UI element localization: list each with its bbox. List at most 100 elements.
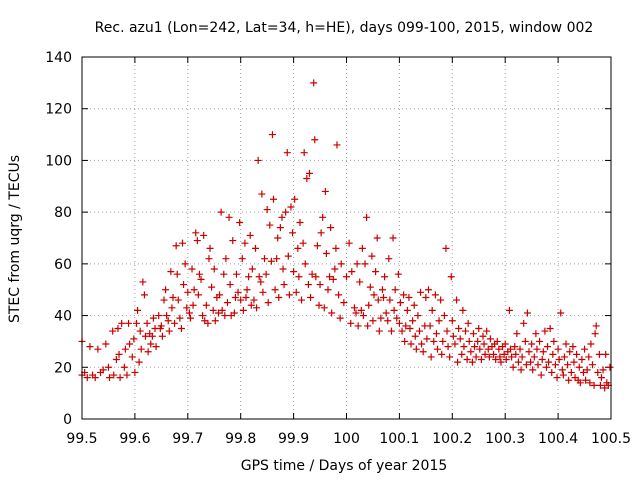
data-point <box>586 379 594 387</box>
data-point <box>83 374 91 382</box>
data-point <box>509 363 517 371</box>
data-point <box>202 301 210 309</box>
data-point <box>109 327 117 335</box>
data-point <box>259 288 267 296</box>
data-point <box>160 296 168 304</box>
data-point <box>483 327 491 335</box>
data-point <box>560 353 568 361</box>
data-point <box>403 306 411 314</box>
data-point <box>181 260 189 268</box>
y-tick-label: 0 <box>63 412 72 428</box>
data-point <box>539 348 547 356</box>
data-point <box>439 337 447 345</box>
data-point <box>490 350 498 358</box>
data-point <box>456 335 464 343</box>
data-point <box>173 270 181 278</box>
data-point <box>116 374 124 382</box>
data-point <box>501 340 509 348</box>
y-axis-title: STEC from uqrg / TECUs <box>7 155 23 323</box>
data-point <box>416 327 424 335</box>
data-point <box>321 187 329 195</box>
data-point <box>417 288 425 296</box>
data-point <box>140 291 148 299</box>
data-point <box>118 319 126 327</box>
data-point <box>274 234 282 242</box>
data-point <box>134 306 142 314</box>
data-point <box>192 229 200 237</box>
data-point <box>484 345 492 353</box>
data-point <box>320 304 328 312</box>
plot-frame <box>81 56 612 420</box>
data-point <box>530 353 538 361</box>
data-point <box>247 301 255 309</box>
data-point <box>544 343 552 351</box>
data-point <box>209 306 217 314</box>
data-point <box>143 319 151 327</box>
data-point <box>548 368 556 376</box>
data-point <box>291 195 299 203</box>
data-point <box>221 312 229 320</box>
data-points <box>78 79 614 392</box>
data-point <box>331 265 339 273</box>
data-point <box>238 255 246 263</box>
data-point <box>186 314 194 322</box>
data-point <box>449 332 457 340</box>
data-point <box>500 350 508 358</box>
data-point <box>326 273 334 281</box>
data-point <box>454 358 462 366</box>
data-point <box>296 218 304 226</box>
data-point <box>279 265 287 273</box>
data-point <box>356 278 364 286</box>
data-point <box>541 327 549 335</box>
data-point <box>557 309 565 317</box>
data-point <box>262 270 270 278</box>
data-point <box>126 340 134 348</box>
chart-title: Rec. azu1 (Lon=242, Lat=34, h=HE), days … <box>95 20 594 36</box>
data-point <box>427 353 435 361</box>
data-point <box>588 361 596 369</box>
y-tick-label: 80 <box>54 205 72 221</box>
data-point <box>287 203 295 211</box>
data-point <box>183 304 191 312</box>
data-point <box>564 361 572 369</box>
data-point <box>485 353 493 361</box>
data-point <box>476 345 484 353</box>
data-point <box>424 286 432 294</box>
data-point <box>407 340 415 348</box>
data-point <box>242 293 250 301</box>
data-point <box>106 374 114 382</box>
data-point <box>348 268 356 276</box>
data-point <box>558 366 566 374</box>
data-point <box>431 291 439 299</box>
data-point <box>495 345 503 353</box>
x-tick-label: 100.4 <box>538 431 578 447</box>
data-point <box>529 366 537 374</box>
data-point <box>453 296 461 304</box>
data-point <box>136 327 144 335</box>
data-point <box>422 293 430 301</box>
data-point <box>252 244 260 252</box>
data-point <box>131 368 139 376</box>
data-point <box>451 340 459 348</box>
data-point <box>538 356 546 364</box>
data-point <box>375 327 383 335</box>
data-point <box>123 371 131 379</box>
data-point <box>353 260 361 268</box>
data-point <box>237 296 245 304</box>
data-point <box>576 379 584 387</box>
data-point <box>405 293 413 301</box>
data-point <box>428 306 436 314</box>
data-point <box>336 314 344 322</box>
data-point <box>216 291 224 299</box>
data-point <box>312 273 320 281</box>
data-point <box>534 361 542 369</box>
data-point <box>590 381 598 389</box>
data-point <box>596 381 604 389</box>
data-point <box>305 169 313 177</box>
data-point <box>255 273 263 281</box>
data-point <box>258 190 266 198</box>
data-point <box>553 374 561 382</box>
data-point <box>269 195 277 203</box>
data-point <box>246 231 254 239</box>
data-point <box>347 319 355 327</box>
